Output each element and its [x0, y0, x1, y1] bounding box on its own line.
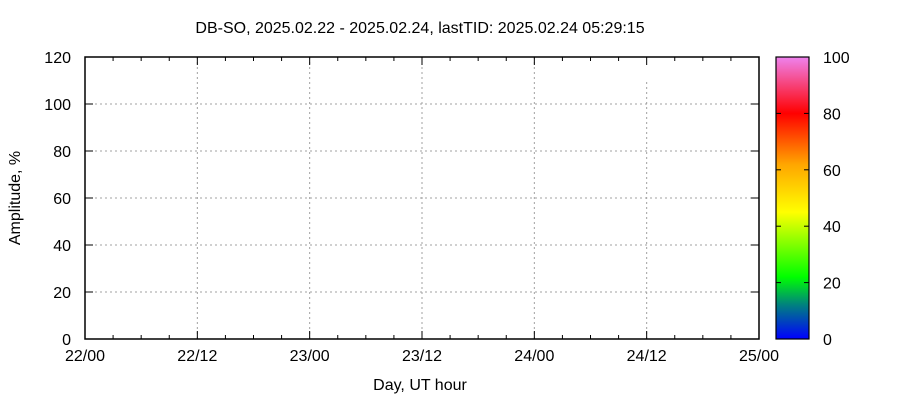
colorbar-tick-label: 60	[823, 163, 841, 180]
colorbar-tick-label: 100	[823, 50, 850, 67]
colorbar-tick-label: 80	[823, 106, 841, 123]
y-axis-label: Amplitude, %	[7, 151, 24, 245]
x-tick-label: 24/00	[514, 348, 554, 365]
y-tick-label: 0	[62, 332, 71, 349]
y-tick-label: 60	[53, 191, 71, 208]
ticks: 0 20 40 60 80 100 120 22/00 22/12 23/00 23/12 24/00…	[44, 50, 779, 365]
colorbar-ticks: 0 20 40 60 80 100	[776, 50, 850, 349]
x-tick-label: 22/12	[177, 348, 217, 365]
plot-frame	[84, 56, 760, 340]
grid	[85, 57, 759, 339]
y-tick-label: 80	[53, 144, 71, 161]
colorbar-tick-label: 0	[823, 332, 832, 349]
x-tick-label: 22/00	[65, 348, 105, 365]
x-axis-label: Day, UT hour	[373, 377, 467, 394]
chart-title: DB-SO, 2025.02.22 - 2025.02.24, lastTID:…	[195, 20, 644, 37]
colorbar	[775, 56, 810, 340]
x-tick-label: 23/00	[290, 348, 330, 365]
x-tick-label: 24/12	[627, 348, 667, 365]
y-tick-label: 20	[53, 285, 71, 302]
x-tick-label: 25/00	[739, 348, 779, 365]
y-tick-label: 120	[44, 50, 71, 67]
x-tick-label: 23/12	[402, 348, 442, 365]
y-tick-label: 100	[44, 97, 71, 114]
colorbar-tick-label: 20	[823, 276, 841, 293]
colorbar-tick-label: 40	[823, 219, 841, 236]
y-tick-label: 40	[53, 238, 71, 255]
